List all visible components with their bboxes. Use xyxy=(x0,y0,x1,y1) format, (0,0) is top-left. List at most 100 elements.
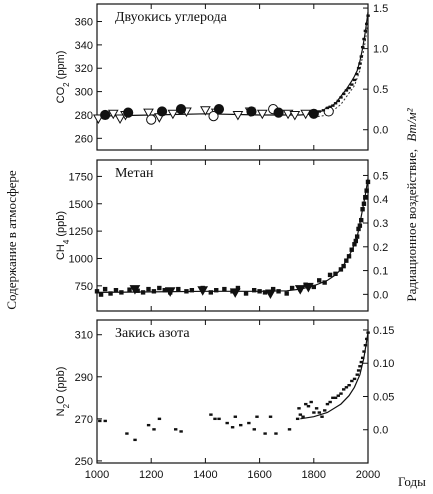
data-point-dot xyxy=(359,360,364,364)
data-point-square xyxy=(365,179,371,185)
x-tick-label: 1400 xyxy=(193,469,217,481)
y2-tick-label: 1.5 xyxy=(373,3,388,15)
data-point-dot xyxy=(301,415,305,418)
data-point-square xyxy=(113,288,119,293)
y2-tick-label: 0.0 xyxy=(373,425,388,437)
y2-tick-label: 0.3 xyxy=(373,218,388,230)
data-point-square xyxy=(356,226,361,232)
data-point-dot xyxy=(328,105,332,108)
y-tick-label: 1250 xyxy=(69,226,93,238)
y2-tick-label: 0.0 xyxy=(373,125,388,137)
data-point-dot xyxy=(355,72,359,76)
data-point-square xyxy=(184,289,189,294)
data-point-square xyxy=(317,278,322,283)
data-point-dot xyxy=(362,350,366,353)
data-point-square xyxy=(338,267,344,272)
data-point-dot xyxy=(263,432,267,435)
x-tick-label: 1800 xyxy=(302,469,326,481)
data-point-dot xyxy=(247,421,251,425)
data-point-dot xyxy=(274,432,278,435)
data-point-dot xyxy=(287,428,292,431)
data-point-dot xyxy=(173,428,178,431)
data-point-dot xyxy=(314,407,319,410)
data-point-square xyxy=(361,201,367,206)
data-point-dot xyxy=(225,421,229,425)
data-point-square xyxy=(344,258,349,263)
y-tick-label: 360 xyxy=(75,17,93,29)
data-point-dot xyxy=(333,102,338,105)
panel-3: 250 270 290 310 0.0 0.05 0.10 0.15 1000 1200 1400 1… xyxy=(55,319,394,481)
y-tick-label: 250 xyxy=(75,456,93,468)
plot-frame xyxy=(96,159,369,312)
data-point-dot xyxy=(366,331,370,334)
data-point-dot xyxy=(268,415,273,418)
data-point-dot xyxy=(336,99,340,103)
y2-tick-label: 0.4 xyxy=(373,194,388,206)
data-point-dot xyxy=(304,402,308,406)
data-point-dot xyxy=(339,96,343,99)
data-point-dot xyxy=(363,344,368,347)
data-point-dot xyxy=(363,29,368,33)
data-point-dot xyxy=(333,396,338,400)
data-point-circle xyxy=(156,106,168,117)
y2-tick-label: 0.10 xyxy=(373,358,394,370)
x-tick-label: 2000 xyxy=(356,469,380,481)
right-axis-title-unit: Вт/м² xyxy=(404,107,419,141)
data-point-dot xyxy=(179,430,183,433)
data-point-square xyxy=(289,285,295,291)
data-point-square xyxy=(346,254,352,259)
data-point-circle xyxy=(100,109,111,121)
right-axis-title: Радиационное воздействие, Вт/м² xyxy=(404,107,419,301)
data-point-dot xyxy=(352,78,357,82)
data-point-square xyxy=(235,285,241,291)
data-point-square xyxy=(341,263,346,269)
data-point-square xyxy=(257,289,262,294)
data-point-dot xyxy=(342,388,346,391)
data-point-dot xyxy=(209,413,213,416)
panel-1: 260 280 300 320 340 360 0.0 0.5 1.0 1.5 Двуокись у… xyxy=(55,3,388,151)
fit-line xyxy=(96,178,369,293)
data-point-square xyxy=(222,286,227,292)
y-axis-label-sub: 2 xyxy=(62,403,71,408)
data-point-square xyxy=(127,287,132,292)
plot-frame xyxy=(96,319,369,464)
data-point-square xyxy=(364,188,369,193)
data-point-circle xyxy=(213,104,225,115)
data-point-triangle xyxy=(256,109,268,120)
y-axis-label-sub: 2 xyxy=(62,82,71,87)
y-tick-label: 300 xyxy=(75,87,93,99)
data-point-circle xyxy=(208,111,219,122)
data-point-dot xyxy=(146,423,151,427)
data-point-triangle xyxy=(167,109,179,120)
data-point-square xyxy=(243,291,249,296)
data-point-dot xyxy=(347,383,351,387)
data-point-square xyxy=(176,286,181,292)
data-point-dot xyxy=(336,394,340,397)
y-axis-label: N2O (ppb) xyxy=(55,367,71,417)
data-point-square xyxy=(162,288,167,293)
data-point-square xyxy=(214,288,219,293)
data-point-square xyxy=(140,290,146,295)
data-point-square xyxy=(284,291,289,296)
data-point-dot xyxy=(320,415,324,418)
y-tick-label: 270 xyxy=(75,414,93,426)
data-point-dot xyxy=(298,413,303,416)
data-point-square xyxy=(349,247,354,252)
x-tick-label: 1200 xyxy=(139,469,163,481)
data-point-dot xyxy=(152,428,156,431)
data-point-dot xyxy=(365,337,369,341)
data-point-square xyxy=(135,288,140,293)
data-point-dot xyxy=(317,110,322,113)
data-point-dot xyxy=(321,109,326,112)
data-point-square xyxy=(354,234,360,239)
data-point-triangle xyxy=(229,288,241,298)
data-point-dot xyxy=(239,423,243,427)
y-axis-label-sub: 4 xyxy=(62,239,71,244)
data-point-circle xyxy=(308,108,319,119)
y-axis-label-unit: (ppm) xyxy=(55,51,67,83)
y2-tick-label: 1.0 xyxy=(373,44,388,56)
data-point-dot xyxy=(350,83,354,86)
data-point-dot xyxy=(255,415,259,418)
data-point-triangle xyxy=(114,114,126,124)
